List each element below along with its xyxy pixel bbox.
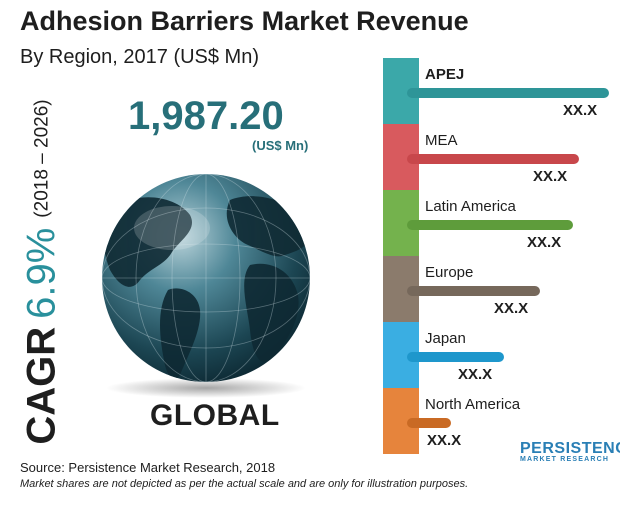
region-row: APEJ XX.X [383, 58, 620, 124]
region-label: APEJ [425, 66, 465, 83]
region-value-label: XX.X [527, 234, 562, 251]
region-value-label: XX.X [494, 300, 529, 317]
region-value-label: XX.X [533, 168, 568, 185]
region-label: MEA [425, 132, 458, 149]
region-row: MEA XX.X [383, 124, 620, 190]
region-bar [407, 286, 540, 296]
disclaimer-note: Market shares are not depicted as per th… [20, 478, 469, 490]
region-row: Europe XX.X [383, 256, 620, 322]
logo-tagline: MARKET RESEARCH [520, 456, 610, 463]
cagr-block: CAGR 6.9% (2018 – 2026) [20, 92, 64, 452]
cagr-label: CAGR [19, 326, 64, 445]
company-logo: PERSISTENCE MARKET RESEARCH [520, 440, 620, 463]
source-note: Source: Persistence Market Research, 201… [20, 460, 276, 475]
chart-subtitle: By Region, 2017 (US$ Mn) [20, 46, 260, 68]
globe-icon [102, 174, 310, 398]
region-label: Japan [425, 330, 466, 347]
cagr-period: (2018 – 2026) [31, 99, 52, 218]
region-value-label: XX.X [458, 366, 493, 383]
region-bar [407, 418, 451, 428]
region-row: North America XX.X [383, 388, 620, 454]
global-market-value: 1,987.20 [128, 94, 284, 138]
region-bar [407, 88, 609, 98]
region-row: Japan XX.X [383, 322, 620, 388]
region-bar [407, 352, 504, 362]
region-label: Europe [425, 264, 474, 281]
chart-title: Adhesion Barriers Market Revenue [20, 6, 469, 36]
region-value-label: XX.X [563, 102, 598, 119]
region-value-label: XX.X [427, 432, 462, 449]
logo-wordmark: PERSISTENCE [520, 440, 620, 457]
region-label: North America [425, 396, 521, 413]
region-label: Latin America [425, 198, 516, 215]
region-row: Latin America XX.X [383, 190, 620, 256]
global-label: GLOBAL [150, 399, 280, 432]
cagr-value: 6.9% [19, 227, 64, 319]
region-bar [407, 220, 573, 230]
global-market-unit: (US$ Mn) [252, 138, 309, 153]
region-bar [407, 154, 579, 164]
